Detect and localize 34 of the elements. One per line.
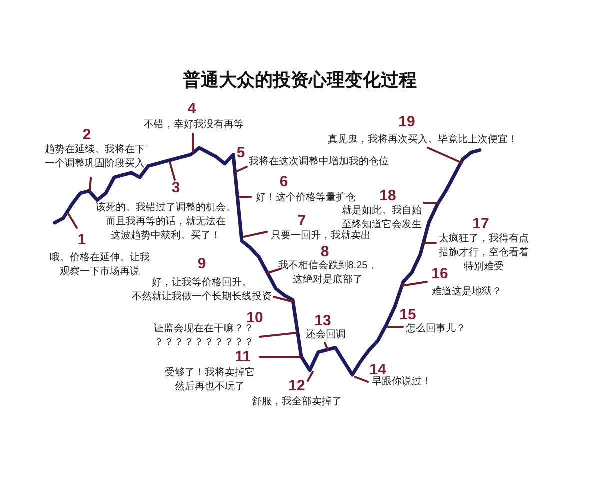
text: 舒服，我全部卖掉了 — [252, 396, 342, 408]
annotation: 7 — [298, 212, 306, 230]
text: 早跟你说过！ — [372, 376, 432, 388]
text: 2 — [82, 126, 92, 144]
annotation: 3 — [172, 180, 180, 196]
annotation: 还会回调 — [306, 328, 346, 340]
text: 19 — [398, 114, 416, 130]
annotation: 15 — [400, 306, 416, 324]
text: 12 — [288, 378, 306, 394]
annotation: 就是如此。我自始至终知道它会发生 — [342, 204, 422, 230]
annotation: 证监会现在在干嘛？？？？？？？？？？？？ — [154, 322, 254, 348]
annotation: 该死的。我错过了调整的机会。而且我再等的话，就无法在这波趋势中获利。买了！ — [96, 202, 236, 242]
annotation: 难道这是地狱？ — [432, 286, 502, 298]
annotation: 9 — [198, 256, 206, 272]
annotation: 18 — [380, 188, 396, 204]
annotation: 哦。价格在延伸。让我观察一下市场再说 — [50, 252, 150, 278]
annotation: 好！这个价格等量扩仓 — [256, 192, 356, 204]
annotation: 只要一回升，我就卖出 — [271, 230, 371, 242]
annotation: 怎么回事儿？ — [405, 322, 466, 334]
text: 不错，幸好我没有再等 — [144, 118, 244, 130]
annotation: 受够了！我将卖掉它然后再也不玩了 — [165, 366, 255, 392]
annotation: 17 — [472, 216, 490, 232]
annotation: 5 — [236, 144, 246, 162]
annotation: 6 — [280, 174, 288, 190]
annotation: 11 — [235, 348, 251, 366]
text: 4 — [188, 100, 197, 118]
annotation: 13 — [314, 312, 332, 330]
text: 真见鬼，我将再次买入。毕竟比上次便宜！ — [328, 134, 518, 146]
annotation: 1 — [78, 232, 86, 248]
annotation: 8 — [320, 244, 330, 260]
annotation: 趋势在延续。我将在下一个调整巩固阶段买入 — [45, 144, 145, 170]
chart-title: 普通大众的投资心理变化过程 — [182, 70, 417, 90]
annotation: 我将在这次调整中增加我的仓位 — [249, 156, 389, 168]
annotation: 好，让我等价格回升。不然就让我做一个长期长线投资 — [132, 276, 272, 302]
